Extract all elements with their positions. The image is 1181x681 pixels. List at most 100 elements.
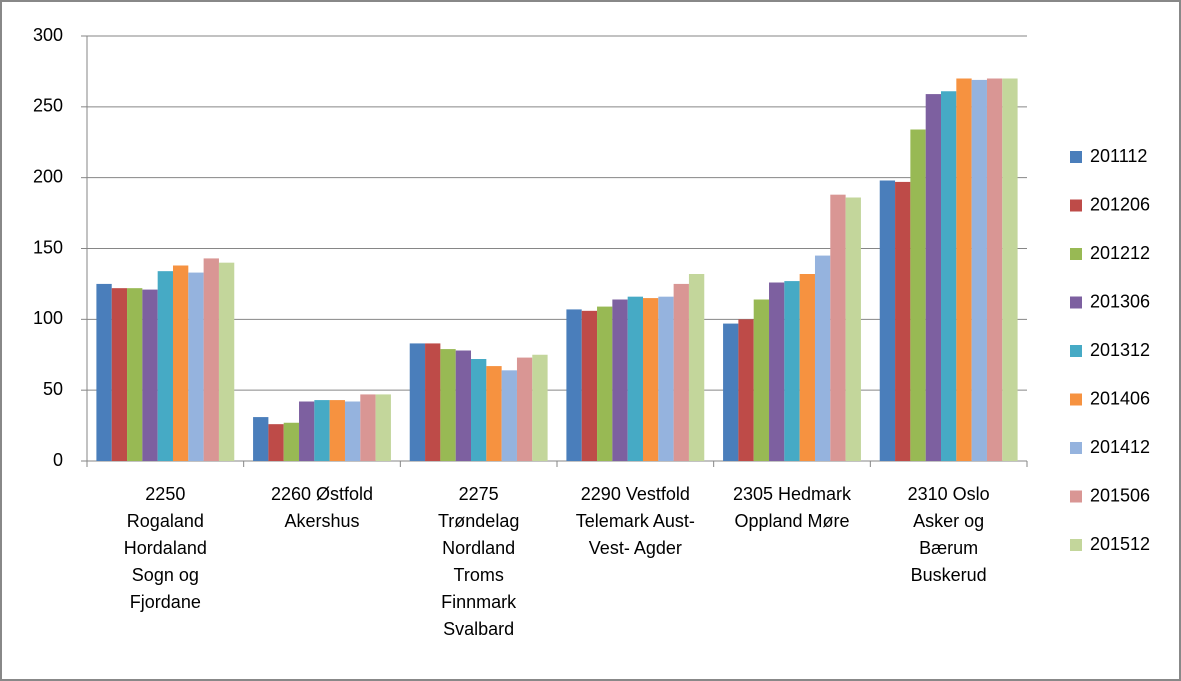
bar	[96, 283, 112, 461]
x-tick-line: Troms	[454, 565, 504, 585]
bar	[142, 289, 158, 461]
bar	[471, 359, 487, 461]
bar	[218, 262, 235, 461]
bar	[845, 197, 861, 461]
x-tick-label: 2310 Oslo Asker og Bærum Buskerud	[908, 484, 990, 585]
bar	[642, 298, 659, 461]
x-tick-line: Rogaland	[127, 511, 204, 531]
x-tick-line: 2260 Østfold	[271, 484, 373, 504]
legend-swatch	[1070, 490, 1082, 503]
x-tick-label: 2290 Vestfold Telemark Aust- Vest- Agder	[576, 484, 695, 558]
legend-swatch	[1070, 345, 1082, 357]
bar	[532, 354, 548, 461]
bar	[253, 417, 269, 461]
x-tick-line: 2290 Vestfold	[581, 484, 690, 504]
bar	[612, 299, 628, 461]
y-tick-label: 0	[53, 450, 63, 470]
bar	[910, 129, 926, 461]
bar	[344, 401, 361, 461]
legend-label: 201212	[1090, 243, 1150, 263]
x-tick-label: 2250 Rogaland Hordaland Sogn og Fjordane	[124, 484, 207, 612]
bar	[172, 265, 189, 461]
x-tick-line: Sogn og	[132, 565, 199, 585]
y-tick-label: 300	[33, 25, 63, 45]
legend-swatch	[1070, 539, 1082, 551]
legend-label: 201112	[1090, 146, 1147, 166]
bar	[879, 180, 896, 461]
bar	[314, 400, 330, 461]
y-tick-label: 250	[33, 96, 63, 116]
x-tick-line: Oppland Møre	[734, 511, 849, 531]
x-tick-label: 2260 Østfold Akershus	[271, 484, 373, 531]
legend-swatch	[1070, 296, 1082, 309]
legend-swatch	[1070, 248, 1082, 260]
x-tick-label: 2275 Trøndelag Nordland Troms Finnmark Svalba…	[438, 484, 519, 639]
bar	[566, 309, 582, 461]
bar	[203, 258, 219, 461]
x-tick-line: Vest- Agder	[589, 538, 682, 558]
legend-label: 201312	[1090, 340, 1150, 360]
x-tick-line: Trøndelag	[438, 511, 519, 531]
bar	[440, 349, 456, 461]
bar	[516, 357, 533, 461]
bar	[941, 91, 957, 461]
legend-label: 201206	[1090, 194, 1150, 214]
bar	[895, 181, 911, 461]
legend-label: 201512	[1090, 534, 1150, 554]
legend-swatch	[1070, 393, 1082, 406]
bar	[986, 78, 1003, 461]
bar	[157, 271, 173, 461]
x-tick-line: Asker og	[913, 511, 984, 531]
bar	[127, 288, 143, 461]
x-tick-line: Finnmark	[441, 592, 517, 612]
bar	[299, 401, 315, 461]
bar	[375, 394, 391, 461]
x-tick-line: Hordaland	[124, 538, 207, 558]
legend-swatch	[1070, 442, 1082, 454]
bar	[409, 343, 426, 461]
legend-swatch	[1070, 199, 1082, 212]
bar	[814, 255, 831, 461]
y-tick-label: 200	[33, 166, 63, 186]
x-tick-line: 2305 Hedmark	[733, 484, 852, 504]
x-tick-line: 2275	[459, 484, 499, 504]
x-tick-line: Telemark Aust-	[576, 511, 695, 531]
x-tick-line: Bærum	[919, 538, 978, 558]
bar	[830, 194, 846, 461]
bar	[627, 296, 643, 461]
bar	[268, 424, 284, 461]
x-tick-line: 2310 Oslo	[908, 484, 990, 504]
legend-label: 201412	[1090, 437, 1150, 457]
bar	[111, 288, 128, 461]
bar	[329, 400, 345, 461]
x-tick-line: Buskerud	[911, 565, 987, 585]
x-tick-line: Akershus	[284, 511, 359, 531]
legend-label: 201506	[1090, 485, 1150, 505]
y-tick-label: 50	[43, 379, 63, 399]
legend-swatch	[1070, 151, 1082, 163]
legend-label: 201406	[1090, 388, 1150, 408]
bar	[784, 281, 800, 461]
bar	[673, 283, 689, 461]
x-tick-line: Svalbard	[443, 619, 514, 639]
bar	[971, 79, 987, 462]
y-tick-label: 100	[33, 308, 63, 328]
x-tick-line: Nordland	[442, 538, 515, 558]
x-tick-line: Fjordane	[130, 592, 201, 612]
bar	[925, 94, 942, 461]
bar	[188, 272, 204, 461]
bar	[1002, 78, 1018, 461]
bar	[723, 323, 739, 461]
bar	[581, 310, 598, 461]
legend-label: 201306	[1090, 291, 1150, 311]
bar	[455, 350, 472, 461]
bar	[658, 296, 674, 461]
bar	[688, 274, 705, 461]
x-tick-line: 2250	[145, 484, 185, 504]
x-tick-label: 2305 Hedmark Oppland Møre	[733, 484, 852, 531]
bar	[597, 306, 613, 461]
bar	[486, 366, 502, 461]
bar	[769, 282, 785, 461]
bar	[753, 299, 770, 461]
